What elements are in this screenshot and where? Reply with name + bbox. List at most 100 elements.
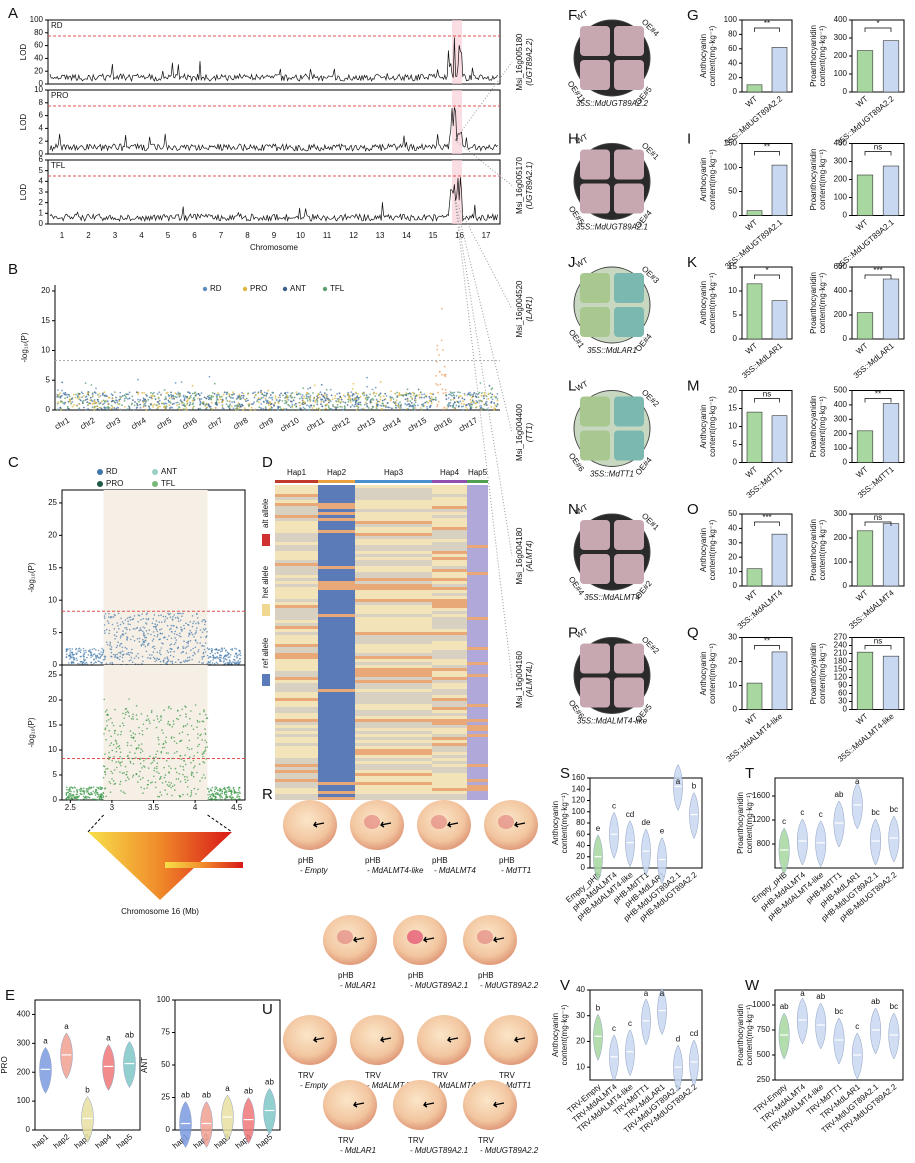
dot [177,718,179,721]
dot [232,798,235,801]
dot [107,408,110,411]
genotype-row [355,524,432,527]
genotype-row [355,530,432,533]
dot [435,375,437,377]
dot [104,407,107,409]
dot [161,746,164,749]
dot [119,645,121,647]
dot [265,408,267,410]
y-tick-label: 20 [728,73,737,82]
dot [147,618,149,621]
genotype-row [355,605,432,608]
dot [157,401,160,403]
dot [118,628,120,630]
axis-label: Chromosome 16 (Mb) [121,907,199,916]
dot [187,635,190,637]
genotype-row [355,503,432,506]
panel-label: G [687,7,699,24]
dot [232,661,234,663]
fruit-label: TRV [499,1071,516,1080]
hap-bar [467,480,488,483]
genotype-row [275,512,318,515]
dot [267,402,270,405]
y-tick-label: 40 [576,841,585,850]
dot [173,740,176,743]
gene-id: Msi_16g004400 [515,403,524,460]
dot [343,407,346,410]
dot [176,401,179,404]
bracket [864,274,892,279]
dot [126,755,129,757]
dot [124,708,127,710]
dot [306,397,309,400]
dot [111,722,113,724]
dot [116,401,119,404]
y-tick-label: 0 [733,334,738,343]
dot [180,635,182,638]
dot [98,797,101,799]
dot [495,396,497,398]
well-label: WT [574,256,589,270]
genotype-row [467,743,488,746]
y-tick-label: 0 [166,1125,171,1134]
genotype-row [432,722,467,725]
dot [108,751,110,754]
dot [293,404,296,406]
dot [105,662,108,665]
dot [163,776,166,779]
dot [172,723,175,725]
axis-label: content(mg·kg⁻¹) [708,25,717,86]
dot [196,771,198,774]
x-tick-label: 13 [376,231,385,240]
dot [236,654,239,657]
dot [463,392,466,395]
legend-dot [97,481,103,487]
dot [181,401,184,404]
dot [495,405,498,408]
dot [148,720,151,722]
dot [336,406,339,409]
bar [882,40,900,93]
genotype-row [432,623,467,626]
dot [423,396,426,399]
genotype-row [318,770,355,773]
dot [132,716,134,718]
dot [291,403,294,406]
dot [436,403,439,406]
caption: 35S::MdALMT4 [584,593,640,602]
dot [65,394,67,396]
dot [90,656,92,659]
dot [152,756,155,759]
genotype-row [432,743,467,746]
dot [258,406,261,409]
genotype-row [275,641,318,644]
dot [382,404,385,407]
dot [381,399,384,402]
significance-letter: cd [626,810,634,819]
dot [85,661,88,664]
dot [192,759,195,762]
dot [226,651,229,654]
dot [73,662,75,664]
panel-label: W [745,977,760,994]
dot [184,397,186,399]
dot [199,403,202,406]
dot [214,656,217,659]
dot [119,652,122,655]
y-tick-label: 100 [30,15,44,24]
dot [225,398,228,400]
dot [160,775,162,778]
genotype-row [355,557,432,560]
dot [170,394,173,397]
dot [309,399,312,402]
dot [200,409,203,411]
dot [429,397,432,400]
dot [417,388,420,391]
dot [198,399,201,402]
dot [225,791,228,794]
dot [151,709,153,712]
genotype-row [355,680,432,683]
arrow [353,936,365,943]
dot [480,394,483,397]
dot [140,748,142,750]
